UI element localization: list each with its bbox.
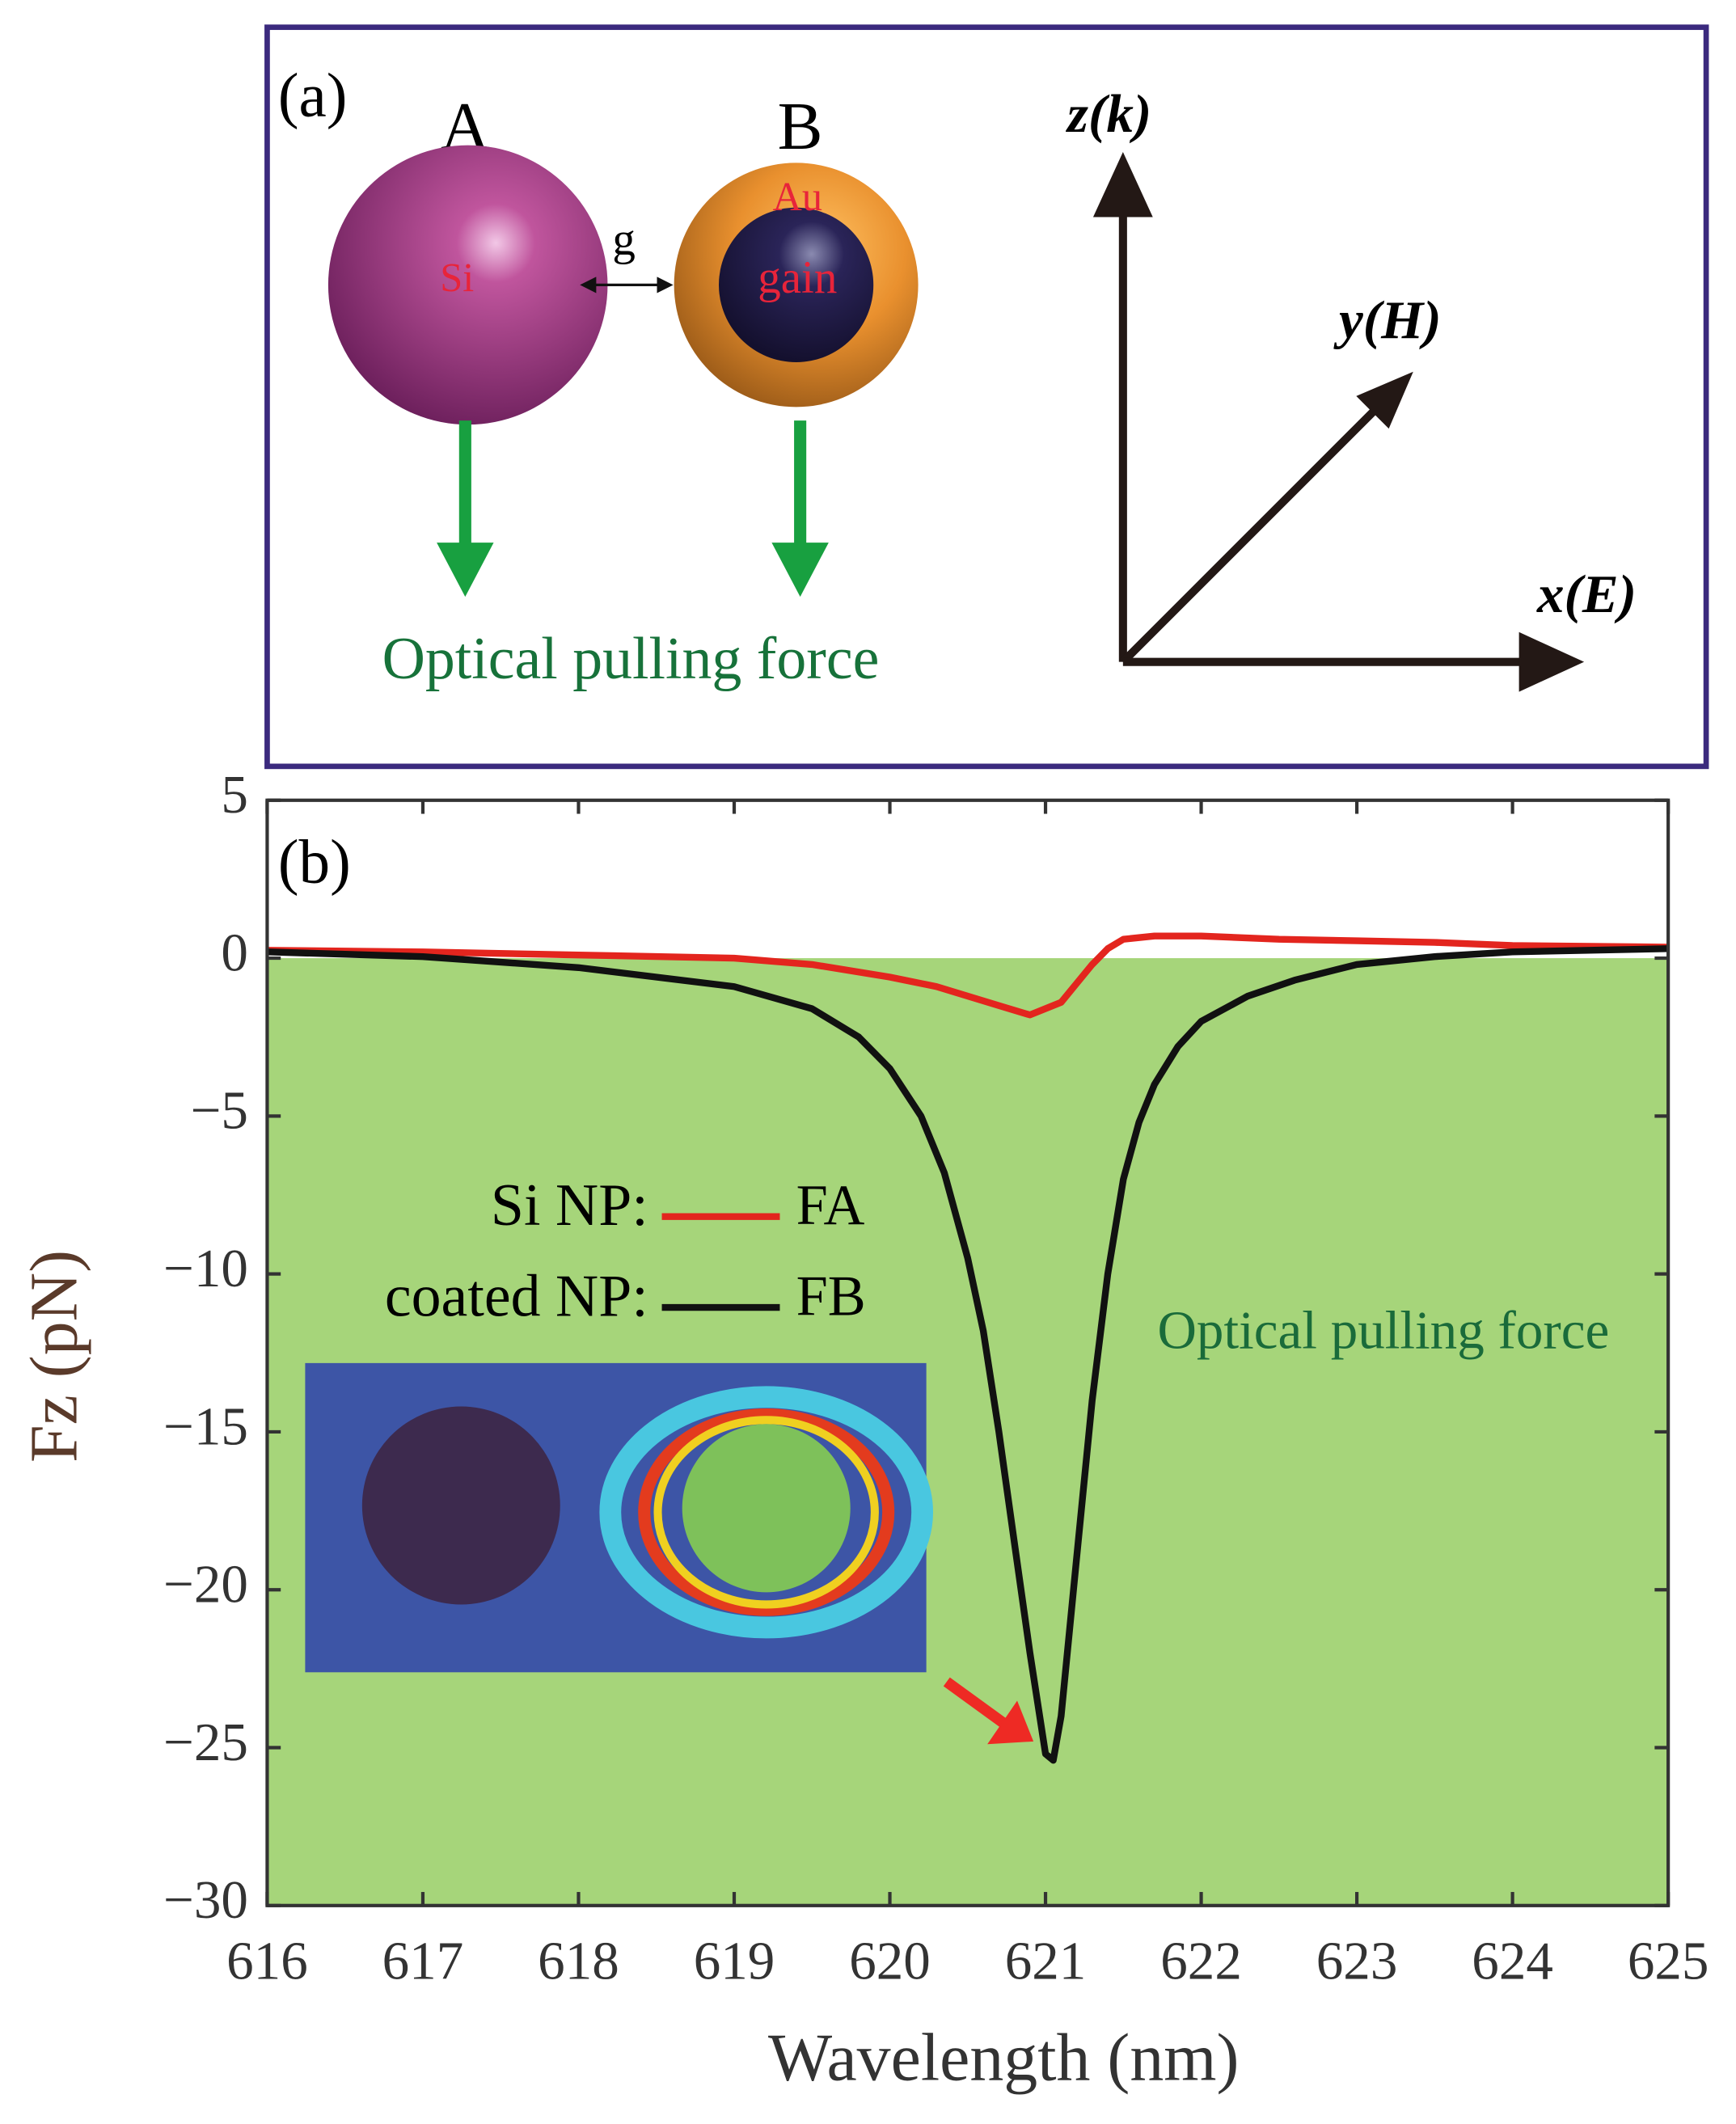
material-label: gain xyxy=(758,252,837,303)
inset-field-map xyxy=(638,1408,895,1616)
x-axis-label: Wavelength (nm) xyxy=(768,2020,1239,2095)
material-label: Si xyxy=(440,255,474,301)
x-tick-label: 622 xyxy=(1160,1931,1242,1991)
legend-name: FA xyxy=(796,1174,865,1237)
inset-field-map xyxy=(653,1416,879,1609)
panel-frame xyxy=(264,24,1709,770)
legend-name: FB xyxy=(796,1265,866,1328)
axis-name: z(k) xyxy=(1066,83,1151,144)
y-tick-label: 0 xyxy=(221,922,248,982)
y-tick-label: −20 xyxy=(163,1554,248,1615)
y-tick-label: −25 xyxy=(163,1712,248,1772)
gain-core xyxy=(718,207,874,362)
force-arrows xyxy=(437,420,829,598)
y-tick-label: −30 xyxy=(163,1869,248,1930)
inset-field-map xyxy=(361,1406,560,1605)
axis-name: x(E) xyxy=(1536,564,1637,624)
y-tick-label: −10 xyxy=(163,1238,248,1298)
y-tick-label: −15 xyxy=(163,1396,248,1456)
x-tick-label: 623 xyxy=(1316,1931,1398,1991)
annotation-arrow xyxy=(943,1677,1010,1730)
material-label: Au xyxy=(773,174,822,219)
legend-prefix: coated NP: xyxy=(385,1262,648,1328)
force-label: Optical pulling force xyxy=(382,625,880,691)
annotation-arrow xyxy=(987,1700,1034,1745)
y-tick-label: −5 xyxy=(191,1080,248,1141)
series-line xyxy=(267,945,1669,1764)
legend-prefix: Si NP: xyxy=(491,1172,648,1238)
x-tick-label: 617 xyxy=(382,1931,464,1991)
series-line xyxy=(267,932,1669,1019)
si-sphere xyxy=(327,145,608,425)
region-label: Optical pulling force xyxy=(1157,1300,1609,1361)
coordinate-axes xyxy=(1092,152,1585,692)
x-tick-label: 620 xyxy=(849,1931,931,1991)
x-tick-label: 621 xyxy=(1005,1931,1087,1991)
particle-label: B xyxy=(778,89,823,164)
x-tick-label: 619 xyxy=(694,1931,775,1991)
x-tick-label: 618 xyxy=(538,1931,619,1991)
gap-label: g xyxy=(612,214,636,265)
y-axis-label: Fz (pN) xyxy=(17,1250,92,1463)
panel-label: (a) xyxy=(278,61,348,130)
y-tick-label: 5 xyxy=(221,764,248,825)
plot-frame xyxy=(265,798,1671,1907)
x-tick-label: 625 xyxy=(1628,1931,1709,1991)
inset-field-map xyxy=(599,1386,934,1639)
inset-field-map xyxy=(682,1424,851,1593)
x-tick-label: 616 xyxy=(226,1931,308,1991)
x-tick-label: 624 xyxy=(1472,1931,1553,1991)
axis-name: y(H) xyxy=(1333,289,1442,350)
panel-label: (b) xyxy=(278,826,351,896)
